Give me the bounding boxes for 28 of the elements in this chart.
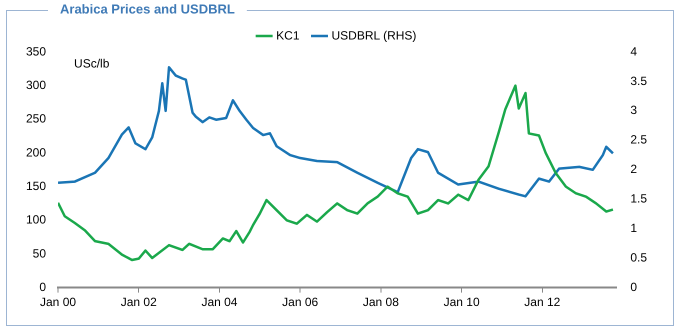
x-tick-label: Jan 10 [444,295,480,310]
y2-tick-label: 1 [630,221,638,236]
y-tick-label: 100 [26,212,46,227]
legend-label: KC1 [276,28,300,42]
y2-tick-label: 3 [630,103,638,118]
legend-label: USDBRL (RHS) [332,28,416,42]
y-tick-label: 0 [39,280,46,294]
y-tick-label: 50 [32,246,46,260]
y-tick-label: 250 [26,112,46,126]
y-tick-label: 300 [26,78,46,92]
y2-tick-label: 1.5 [630,192,648,206]
x-tick-label: Jan 06 [282,295,319,310]
x-tick-label: Jan 08 [362,295,400,310]
y2-tick-label: 3.5 [630,74,648,88]
y2-tick-label: 0.5 [630,250,648,264]
chart-title: Arabica Prices and USDBRL [60,2,235,17]
x-tick-label: Jan 00 [40,295,76,310]
y2-tick-label: 2.5 [630,132,648,147]
y2-tick-label: 2 [630,162,638,176]
x-tick-label: Jan 04 [201,295,238,310]
x-tick-label: Jan 12 [524,295,561,310]
y-tick-label: 350 [26,44,46,58]
y-axis-title: USc/lb [74,56,110,70]
y2-tick-label: 4 [630,44,638,58]
y2-tick-label: 0 [630,280,638,294]
y-tick-label: 200 [26,145,46,160]
y-tick-label: 150 [26,178,46,193]
x-tick-label: Jan 02 [120,295,158,310]
